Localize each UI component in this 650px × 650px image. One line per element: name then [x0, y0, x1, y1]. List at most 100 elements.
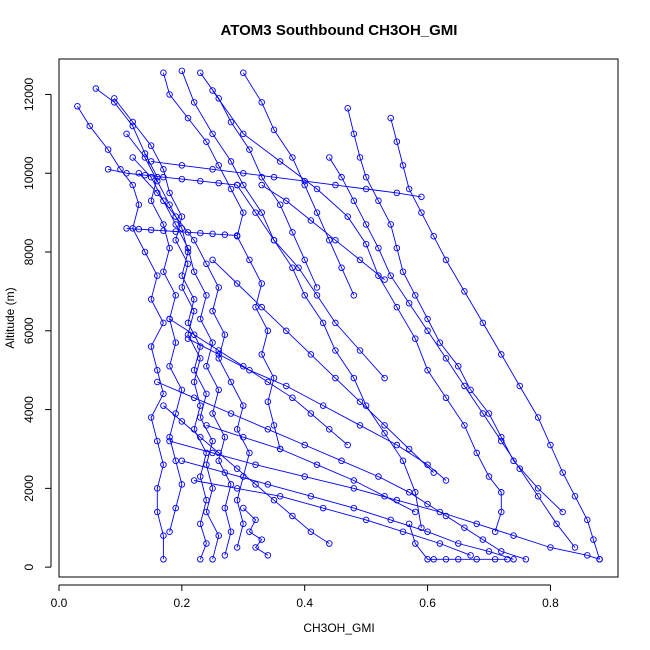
data-point [283, 197, 290, 205]
data-point [154, 366, 161, 374]
series-line [212, 90, 502, 532]
data-point [160, 532, 167, 539]
data-point [147, 296, 155, 303]
data-point [418, 193, 425, 201]
series-line [108, 168, 238, 186]
x-tick-label: 0.2 [174, 596, 191, 610]
data-point [399, 457, 407, 465]
data-point [209, 130, 216, 138]
data-point [534, 414, 542, 421]
data-point [381, 276, 388, 283]
data-point [424, 500, 431, 508]
data-point [307, 351, 315, 358]
data-point [178, 284, 186, 291]
data-point [184, 114, 192, 122]
data-point [160, 166, 167, 173]
data-point [215, 355, 222, 362]
series-line [206, 424, 416, 513]
data-point [283, 382, 290, 390]
data-point [227, 410, 235, 417]
series-4 [123, 130, 222, 563]
data-point [190, 268, 198, 275]
data-point [393, 138, 401, 145]
series-9 [209, 87, 505, 535]
data-point [362, 221, 370, 228]
data-point [160, 173, 167, 181]
data-point [399, 528, 407, 535]
series-line [328, 157, 576, 548]
data-point [338, 457, 345, 465]
series-line [347, 108, 564, 513]
series-28 [123, 225, 241, 239]
series-line [95, 88, 183, 532]
data-point [147, 414, 155, 421]
data-point [258, 181, 265, 189]
data-point [350, 485, 358, 492]
data-point [221, 231, 229, 238]
data-point [362, 516, 370, 524]
data-point [197, 229, 204, 237]
series-line [181, 70, 422, 528]
data-point [86, 122, 93, 130]
data-point [172, 213, 179, 220]
data-point [147, 343, 155, 350]
data-point [461, 422, 468, 429]
data-point [215, 532, 222, 539]
data-point [227, 185, 235, 193]
data-point [498, 351, 505, 358]
data-point [399, 268, 407, 275]
data-point [430, 556, 437, 563]
series-line [236, 184, 385, 379]
data-point [276, 158, 284, 165]
data-point [479, 410, 487, 417]
data-point [233, 280, 241, 287]
data-point [559, 508, 566, 516]
data-point [393, 303, 401, 311]
data-point [264, 378, 272, 386]
data-point [319, 319, 327, 327]
data-point [418, 524, 425, 532]
y-tick-label: 8000 [22, 238, 36, 265]
data-point [172, 504, 179, 512]
data-point [356, 154, 364, 161]
data-point [412, 292, 419, 299]
data-point [442, 256, 450, 264]
data-point [424, 528, 431, 535]
series-line [126, 133, 220, 560]
series-line [212, 259, 435, 473]
y-axis-label: Altitude (m) [3, 287, 17, 348]
data-point [485, 410, 493, 417]
data-point [424, 556, 431, 563]
series-line [126, 227, 238, 236]
data-point [301, 256, 308, 264]
x-tick-label: 0.4 [296, 596, 313, 610]
data-point [326, 540, 333, 547]
data-point [393, 189, 401, 197]
data-point [246, 256, 253, 264]
data-point [215, 162, 222, 169]
data-point [332, 374, 339, 382]
data-point [178, 175, 186, 183]
data-point [326, 426, 333, 433]
data-point [166, 244, 173, 252]
data-point [442, 394, 450, 402]
data-point [264, 327, 272, 335]
data-point [154, 437, 161, 445]
data-point [190, 394, 198, 402]
data-point [178, 481, 186, 488]
data-point [258, 536, 265, 543]
data-point [246, 146, 253, 153]
data-point [356, 398, 364, 405]
data-point [553, 520, 560, 528]
data-point [289, 264, 296, 272]
series-line [187, 338, 447, 481]
data-point [387, 516, 394, 524]
data-point [184, 244, 192, 252]
data-point [233, 181, 241, 189]
data-point [473, 556, 480, 563]
data-point [184, 229, 192, 236]
data-point [197, 315, 204, 323]
x-axis-label: CH3OH_GMI [303, 621, 374, 635]
data-point [442, 512, 450, 520]
series-24 [166, 315, 351, 449]
